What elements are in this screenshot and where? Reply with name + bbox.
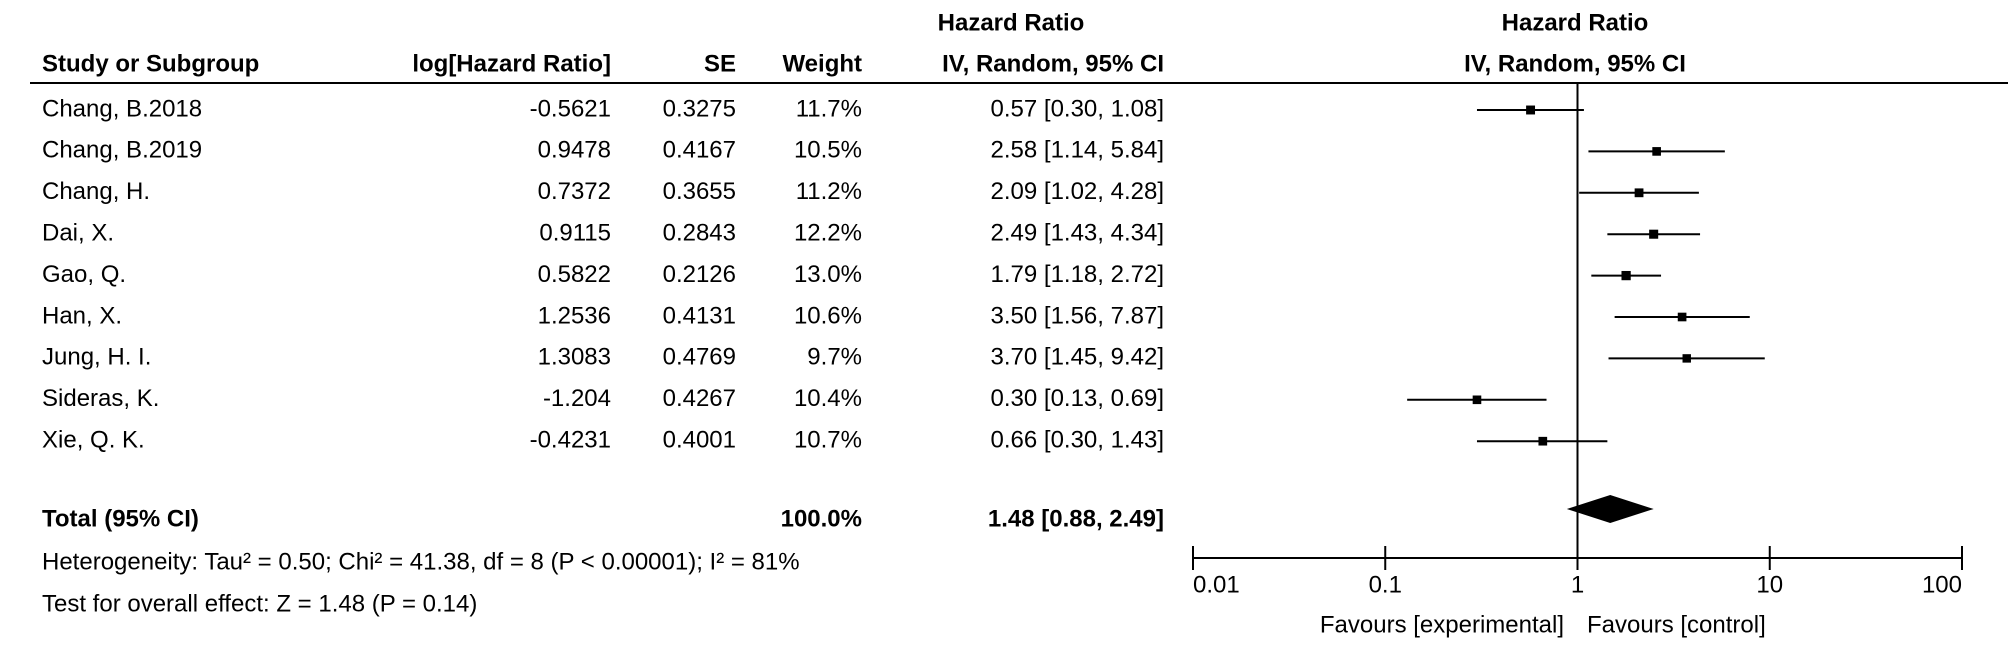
estimate: 2.49 [1.43, 4.34] [991,220,1164,247]
point-estimate [1538,436,1548,446]
total-label: Total (95% CI) [42,505,199,532]
weight: 10.7% [794,427,862,454]
log-hr: 0.5822 [538,261,611,288]
point-estimate [1472,395,1482,405]
log-hr: 0.9478 [538,137,611,164]
se: 0.2843 [663,220,736,247]
se: 0.4769 [663,344,736,371]
estimate: 2.09 [1.02, 4.28] [991,178,1164,205]
point-estimate [1682,354,1691,363]
point-estimate [1652,147,1661,156]
weight: 10.6% [794,302,862,329]
x-tick-label: 0.01 [1193,571,1240,598]
log-hr: 0.9115 [539,220,611,247]
x-tick-label: 10 [1756,571,1783,598]
estimate: 3.70 [1.45, 9.42] [991,344,1164,371]
weight: 9.7% [807,344,862,371]
study-name: Han, X. [42,302,122,329]
weight: 13.0% [794,261,862,288]
study-name: Dai, X. [42,220,114,247]
plot-header-title: Hazard Ratio [1502,9,1649,36]
estimate: 2.58 [1.14, 5.84] [991,137,1164,164]
log-hr: 0.7372 [538,178,611,205]
log-hr: 1.2536 [538,302,611,329]
table-header-subtitle: IV, Random, 95% CI [942,50,1164,77]
x-tick-label: 1 [1571,571,1584,598]
plot-header-subtitle: IV, Random, 95% CI [1464,50,1686,77]
column-header: SE [704,50,736,77]
se: 0.3275 [663,95,736,122]
total-diamond [1566,495,1654,523]
x-tick-label: 100 [1922,571,1962,598]
weight: 12.2% [794,220,862,247]
study-name: Chang, H. [42,178,150,205]
study-name: Sideras, K. [42,385,159,412]
point-estimate [1621,270,1631,281]
se: 0.4131 [663,302,736,329]
total-weight: 100.0% [781,505,862,532]
estimate: 0.57 [0.30, 1.08] [991,95,1164,122]
se: 0.2126 [663,261,736,288]
se: 0.4167 [663,137,736,164]
point-estimate [1677,312,1687,322]
weight: 11.7% [796,95,862,122]
column-header: Study or Subgroup [42,50,259,77]
log-hr: -1.204 [543,385,611,412]
se: 0.3655 [663,178,736,205]
weight: 10.5% [794,137,862,164]
column-header: Weight [782,50,862,77]
overall-effect: Test for overall effect: Z = 1.48 (P = 0… [42,590,477,617]
point-estimate [1634,188,1644,198]
weight: 10.4% [794,385,862,412]
study-name: Jung, H. I. [42,344,151,371]
se: 0.4267 [663,385,736,412]
weight: 11.2% [796,178,862,205]
table-header-title: Hazard Ratio [938,9,1085,36]
estimate: 1.79 [1.18, 2.72] [991,261,1164,288]
study-name: Gao, Q. [42,261,126,288]
x-label-right: Favours [control] [1587,611,1766,638]
estimate: 0.66 [0.30, 1.43] [991,427,1164,454]
estimate: 0.30 [0.13, 0.69] [991,385,1164,412]
point-estimate [1526,105,1536,115]
study-name: Xie, Q. K. [42,427,145,454]
study-name: Chang, B.2019 [42,137,202,164]
log-hr: 1.3083 [538,344,611,371]
column-header: log[Hazard Ratio] [412,50,611,77]
point-estimate [1649,229,1659,239]
estimate: 3.50 [1.56, 7.87] [991,302,1164,329]
study-name: Chang, B.2018 [42,95,202,122]
log-hr: -0.4231 [530,427,611,454]
heterogeneity: Heterogeneity: Tau² = 0.50; Chi² = 41.38… [42,548,800,575]
se: 0.4001 [663,427,736,454]
log-hr: -0.5621 [530,95,611,122]
total-estimate: 1.48 [0.88, 2.49] [988,505,1164,532]
x-label-left: Favours [experimental] [1320,611,1564,638]
x-tick-label: 0.1 [1369,571,1402,598]
